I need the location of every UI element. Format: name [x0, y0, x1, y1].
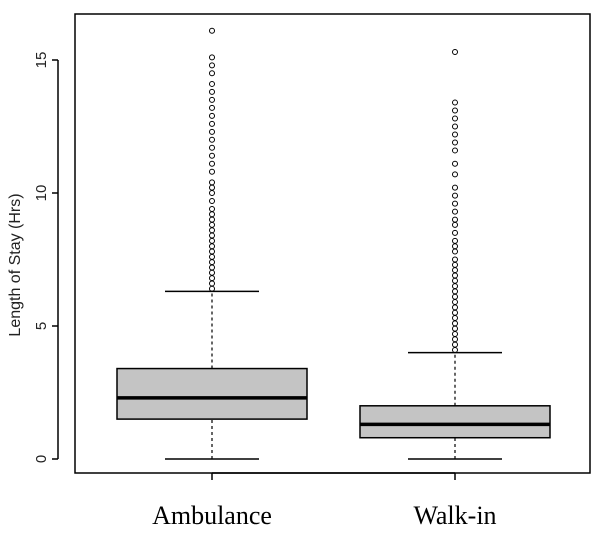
outlier-point — [452, 341, 458, 348]
box-group — [116, 27, 308, 460]
y-tick-label: 10 — [33, 185, 50, 202]
outlier-point — [209, 232, 215, 239]
outlier-point — [452, 299, 458, 306]
outlier-point — [209, 88, 215, 95]
box-iqr — [359, 405, 551, 439]
outlier-point — [209, 190, 215, 196]
outlier-point — [452, 243, 458, 250]
outlier-point — [452, 115, 458, 122]
outlier-point — [209, 152, 215, 159]
outlier-point — [209, 96, 215, 103]
x-tick-label: Ambulance — [152, 501, 272, 530]
y-tick-label: 0 — [33, 455, 50, 463]
outlier-point — [452, 200, 458, 207]
y-tick-label: 5 — [33, 322, 50, 330]
outlier-point — [452, 160, 458, 167]
y-axis: 0 5 10 15 — [33, 52, 59, 463]
outlier-point — [209, 160, 215, 167]
outlier-point — [452, 184, 458, 191]
box-iqr — [116, 367, 308, 420]
x-axis-labels: Ambulance Walk-in — [152, 472, 497, 530]
outlier-point — [452, 192, 458, 199]
outlier-point — [452, 131, 458, 138]
outlier-point — [452, 309, 458, 316]
outlier-point — [209, 237, 215, 244]
outlier-point — [209, 221, 215, 228]
outlier-point — [452, 49, 458, 56]
outlier-point — [452, 320, 458, 327]
outlier-point — [452, 272, 458, 279]
outlier-point — [452, 293, 458, 300]
outlier-point — [452, 99, 458, 106]
outlier-point — [452, 330, 458, 337]
outlier-point — [209, 168, 215, 175]
outlier-point — [452, 221, 458, 228]
outlier-point — [209, 243, 215, 250]
outlier-point — [209, 120, 215, 127]
outlier-point — [452, 267, 458, 274]
outlier-point — [209, 227, 215, 234]
outlier-point — [209, 80, 215, 87]
x-tick-label: Walk-in — [413, 501, 496, 530]
outlier-point — [209, 112, 215, 119]
outlier-point — [452, 283, 458, 290]
outlier-point — [452, 315, 458, 322]
outlier-point — [452, 336, 458, 343]
outlier-point — [209, 248, 215, 255]
outlier-point — [209, 104, 215, 111]
outlier-point — [452, 304, 458, 311]
box-group — [359, 49, 551, 460]
outlier-point — [452, 325, 458, 332]
y-tick-label: 15 — [33, 52, 50, 69]
outlier-point — [209, 54, 215, 61]
outlier-point — [452, 288, 458, 295]
outlier-point — [452, 208, 458, 215]
outlier-point — [209, 285, 215, 292]
outlier-point — [209, 216, 215, 223]
outlier-point — [209, 197, 215, 204]
outlier-point — [452, 139, 458, 146]
outlier-point — [209, 144, 215, 151]
outlier-point — [452, 216, 458, 223]
outlier-point — [209, 275, 215, 282]
outlier-point — [209, 70, 215, 77]
outlier-point — [209, 62, 215, 69]
outlier-point — [209, 253, 215, 260]
outlier-point — [209, 211, 215, 218]
outlier-point — [209, 280, 215, 287]
outlier-point — [452, 229, 458, 236]
outlier-point — [452, 248, 458, 255]
outlier-point — [452, 147, 458, 154]
outlier-point — [452, 346, 458, 353]
boxes — [116, 27, 551, 460]
outlier-point — [452, 123, 458, 130]
outlier-point — [209, 128, 215, 135]
outlier-point — [209, 184, 215, 191]
outlier-point — [452, 171, 458, 178]
outlier-point — [452, 107, 458, 114]
outlier-point — [209, 259, 215, 266]
outlier-point — [209, 136, 215, 143]
y-axis-label: Length of Stay (Hrs) — [7, 193, 24, 336]
outlier-point — [209, 269, 215, 276]
outlier-point — [209, 264, 215, 271]
outlier-point — [209, 27, 215, 34]
outlier-point — [209, 205, 215, 212]
outlier-point — [452, 277, 458, 284]
outlier-point — [452, 261, 458, 268]
outlier-point — [452, 237, 458, 244]
outlier-point — [452, 256, 458, 263]
outlier-point — [209, 179, 215, 186]
